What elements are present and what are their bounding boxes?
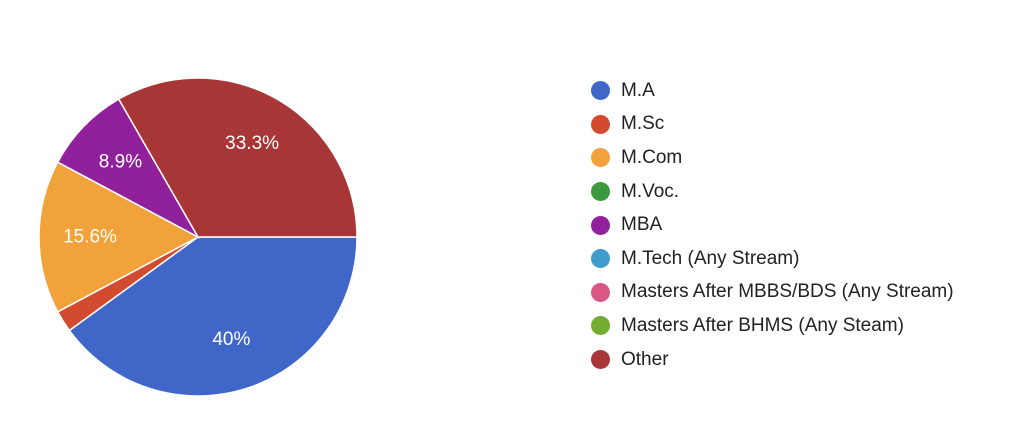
legend-swatch — [591, 316, 610, 336]
legend-label: M.Voc. — [621, 180, 680, 202]
pie-slice-2[interactable] — [38, 161, 200, 313]
legend-item[interactable]: Masters After BHMS (Any Steam) — [591, 309, 954, 343]
legend-item[interactable]: M.A — [591, 74, 954, 108]
legend-label: Masters After MBBS/BDS (Any Stream) — [621, 281, 954, 303]
slice-label-4: 8.9% — [99, 151, 142, 172]
slice-label-0: 40% — [212, 329, 250, 350]
legend-item[interactable]: Other — [591, 343, 954, 377]
legend-label: M.Com — [621, 146, 683, 168]
legend-swatch — [591, 350, 610, 370]
legend-label: M.Sc — [621, 113, 665, 135]
pie-slice-labels: 40% 15.6% 8.9% 33.3% — [63, 133, 279, 350]
legend-label: M.Tech (Any Stream) — [621, 247, 800, 269]
legend-swatch — [591, 249, 610, 269]
slice-label-2: 15.6% — [63, 227, 117, 248]
legend-swatch — [591, 81, 610, 101]
legend-label: MBA — [621, 214, 663, 236]
legend-label: Other — [621, 348, 669, 370]
legend-swatch — [591, 182, 610, 202]
legend-swatch — [591, 215, 610, 235]
pie-slice-4[interactable] — [56, 98, 200, 239]
legend-swatch — [591, 282, 610, 302]
legend-label: Masters After BHMS (Any Steam) — [621, 314, 904, 336]
pie-slice-0[interactable] — [68, 236, 358, 397]
pie-slices — [38, 77, 358, 397]
pie-slice-8[interactable] — [117, 77, 358, 238]
legend-item[interactable]: MBA — [591, 208, 954, 242]
legend-item[interactable]: M.Sc — [591, 108, 954, 142]
legend: M.A M.Sc M.Com M.Voc. MBA M.Tech (Any Stream)… — [591, 74, 954, 376]
legend-swatch — [591, 148, 610, 168]
legend-item[interactable]: M.Com — [591, 141, 954, 175]
legend-swatch — [591, 114, 610, 134]
legend-item[interactable]: M.Voc. — [591, 175, 954, 209]
legend-item[interactable]: M.Tech (Any Stream) — [591, 242, 954, 276]
legend-label: M.A — [621, 79, 655, 101]
slice-label-8: 33.3% — [225, 133, 279, 154]
legend-item[interactable]: Masters After MBBS/BDS (Any Stream) — [591, 276, 954, 310]
